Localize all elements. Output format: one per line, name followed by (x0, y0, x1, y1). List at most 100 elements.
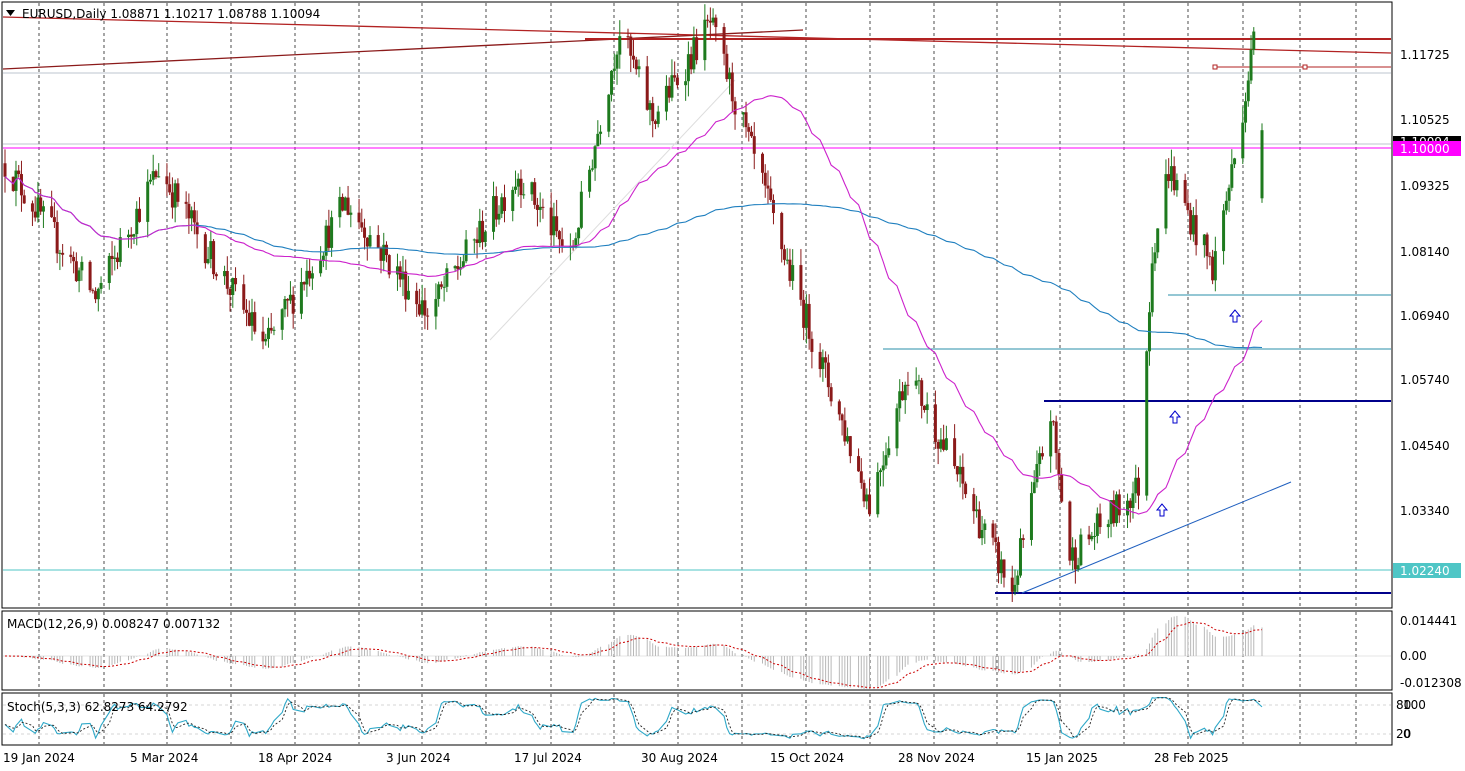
candle-body (1032, 482, 1036, 494)
candle-body (30, 203, 34, 212)
candle-body (936, 442, 940, 449)
candle-body (341, 196, 345, 211)
candle-body (206, 259, 210, 264)
candle-body (137, 208, 141, 222)
stoch-panel[interactable] (1, 692, 1393, 746)
candle-body (843, 420, 847, 442)
stoch-main-line (4, 696, 1263, 740)
candle-body (269, 327, 273, 331)
candle-body (41, 206, 45, 212)
candle-body (1230, 164, 1234, 188)
up-arrow-icon (1155, 503, 1169, 517)
candle-body (1013, 584, 1017, 592)
triangle-down-icon[interactable] (6, 10, 15, 16)
candle-body (610, 70, 614, 95)
candle-body (708, 20, 712, 23)
candle-body (214, 274, 218, 277)
candle-body (77, 270, 81, 282)
candle-body (472, 239, 476, 241)
candle-body (401, 271, 405, 280)
price-tick: 1.04540 (1400, 439, 1450, 453)
candle-body (914, 380, 918, 386)
candle-body (522, 194, 526, 196)
price-tick: 1.06940 (1400, 309, 1450, 323)
candle-body (423, 300, 427, 316)
candle-body (1186, 202, 1190, 211)
candle-body (648, 103, 652, 110)
candle-body (1018, 538, 1022, 576)
candle-body (1249, 49, 1253, 81)
macd-tick: -0.012308 (1400, 676, 1462, 690)
macd-signal-line (4, 621, 1263, 689)
candle-body (14, 170, 18, 191)
candle-body (961, 466, 965, 484)
candle-body (1040, 453, 1044, 457)
candle-body (52, 217, 56, 223)
candle-body (1002, 559, 1006, 578)
candle-body (308, 270, 312, 279)
candle-body (464, 239, 468, 262)
candle-body (492, 196, 496, 232)
candle-body (722, 27, 726, 54)
candle-body (17, 170, 21, 175)
date-axis: 19 Jan 2024 5 Mar 2024 18 Apr 2024 3 Jun… (3, 751, 1229, 765)
level-badge-1 (1393, 141, 1461, 156)
candle-body (272, 329, 276, 331)
candle-body (1073, 547, 1077, 570)
candle-body (132, 234, 136, 237)
high-marker-end[interactable] (1302, 64, 1308, 70)
candle-body (74, 261, 78, 282)
candle-body (94, 291, 98, 300)
candle-body (327, 225, 331, 248)
candle-body (195, 222, 199, 235)
candle-body (497, 213, 501, 220)
candle-body (176, 183, 180, 202)
candle-body (1126, 500, 1130, 516)
date-tick: 19 Jan 2024 (3, 751, 75, 765)
candle-body (69, 254, 73, 257)
macd-histogram (12, 615, 1263, 690)
trendline-lower (1021, 481, 1292, 594)
candle-body (346, 197, 350, 215)
candle-body (110, 255, 114, 259)
candle-body (58, 252, 62, 254)
candle-body (503, 197, 507, 211)
candle-body (879, 470, 883, 473)
candle-body (1051, 421, 1055, 423)
candle-body (1183, 180, 1187, 203)
candle-body (310, 273, 314, 279)
candle-body (1128, 500, 1132, 509)
candle-body (769, 188, 773, 200)
candle-body (1233, 158, 1237, 165)
main-panel[interactable] (1, 1, 1393, 609)
candle-body (426, 315, 430, 317)
candle-body (456, 266, 460, 270)
high-marker-start[interactable] (1212, 64, 1218, 70)
candle-body (379, 247, 383, 261)
candle-body (711, 17, 715, 23)
candle-body (417, 304, 421, 315)
candle-body (939, 439, 943, 449)
candle-body (349, 212, 353, 215)
candle-body (673, 75, 677, 78)
candle-body (686, 54, 690, 82)
candle-body (552, 216, 556, 236)
trendline-upper-1 (2, 29, 804, 70)
candle-body (1189, 210, 1193, 235)
candle-body (848, 436, 852, 457)
candle-body (1079, 534, 1083, 566)
candle-body (129, 234, 133, 237)
candle-body (116, 257, 120, 263)
candle-body (96, 288, 100, 300)
candle-body (261, 331, 265, 342)
candle-body (170, 192, 174, 208)
candle-body (338, 196, 342, 218)
candle-body (994, 537, 998, 543)
candle-body (324, 225, 328, 256)
date-tick: 30 Aug 2024 (641, 751, 718, 765)
candle-body (920, 380, 924, 406)
candle-body (494, 196, 498, 220)
date-tick: 28 Nov 2024 (898, 751, 975, 765)
candle-body (571, 245, 575, 248)
